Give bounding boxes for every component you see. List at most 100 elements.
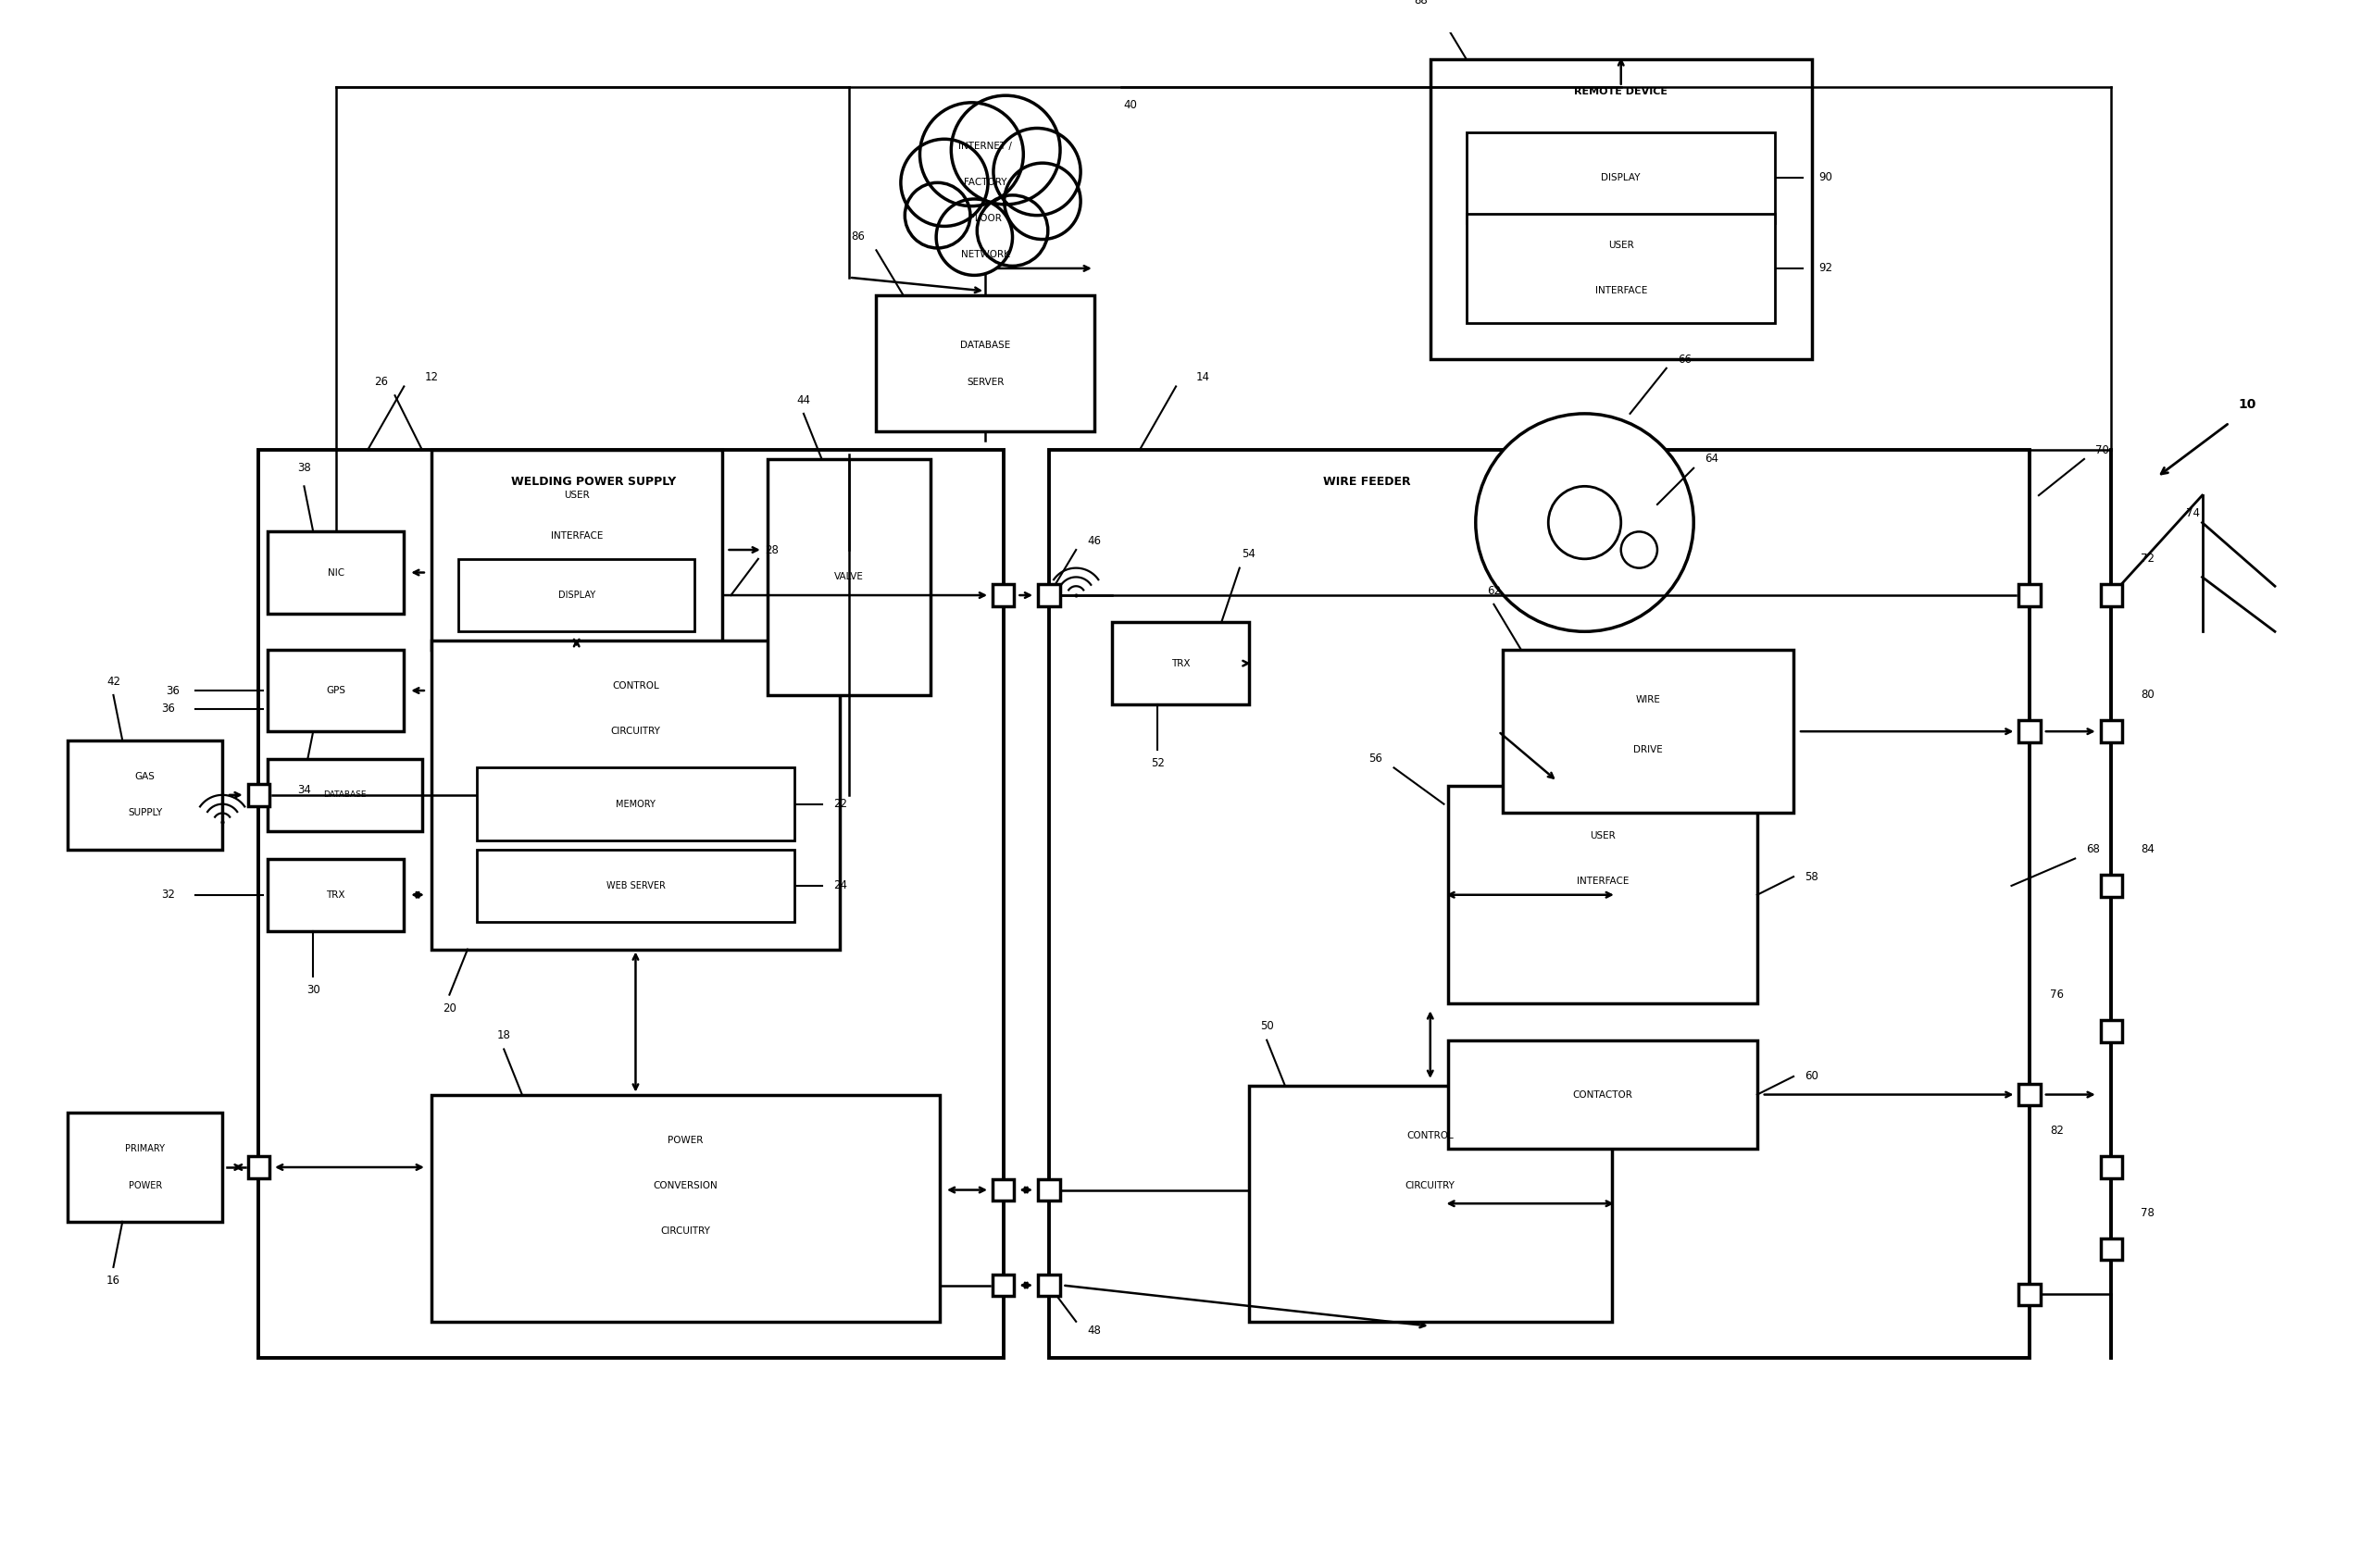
FancyBboxPatch shape [1112, 622, 1249, 704]
Text: WELDING POWER SUPPLY: WELDING POWER SUPPLY [512, 475, 675, 488]
Text: 46: 46 [1088, 535, 1100, 547]
Circle shape [1549, 486, 1622, 558]
FancyBboxPatch shape [248, 1156, 269, 1178]
Text: 90: 90 [1818, 171, 1832, 183]
Text: 34: 34 [297, 784, 312, 797]
Text: 38: 38 [297, 463, 312, 474]
FancyBboxPatch shape [992, 1179, 1015, 1201]
FancyBboxPatch shape [1431, 60, 1811, 359]
Text: 18: 18 [498, 1030, 510, 1041]
Circle shape [951, 96, 1060, 204]
Text: DATABASE: DATABASE [323, 790, 366, 800]
Text: 20: 20 [442, 1002, 456, 1014]
Text: INTERFACE: INTERFACE [1577, 877, 1629, 886]
Text: DATABASE: DATABASE [961, 340, 1011, 350]
Text: 78: 78 [2141, 1207, 2156, 1218]
Text: 24: 24 [833, 880, 848, 892]
FancyBboxPatch shape [1048, 450, 2030, 1358]
FancyBboxPatch shape [1039, 1179, 1060, 1201]
Text: 44: 44 [796, 394, 810, 406]
FancyBboxPatch shape [267, 859, 404, 931]
Text: 68: 68 [2087, 844, 2101, 856]
Text: PRIMARY: PRIMARY [125, 1145, 165, 1154]
Text: 92: 92 [1818, 262, 1832, 274]
FancyBboxPatch shape [992, 585, 1015, 607]
Text: 72: 72 [2141, 554, 2156, 564]
Text: 60: 60 [1804, 1071, 1818, 1082]
Text: NIC: NIC [328, 568, 345, 577]
Text: VALVE: VALVE [833, 572, 864, 582]
Text: CONTACTOR: CONTACTOR [1572, 1090, 1634, 1099]
FancyBboxPatch shape [432, 641, 841, 949]
Text: NETWORK: NETWORK [961, 251, 1011, 259]
Text: 36: 36 [165, 685, 179, 696]
Text: WIRE: WIRE [1636, 695, 1660, 704]
FancyBboxPatch shape [2019, 1083, 2040, 1105]
FancyBboxPatch shape [2019, 1284, 2040, 1305]
Text: CONTROL: CONTROL [1407, 1131, 1454, 1140]
Text: WIRE FEEDER: WIRE FEEDER [1322, 475, 1410, 488]
FancyBboxPatch shape [248, 784, 269, 806]
FancyBboxPatch shape [1466, 213, 1775, 323]
Text: GAS: GAS [135, 771, 156, 781]
Text: 28: 28 [765, 544, 779, 555]
Circle shape [1476, 414, 1693, 632]
Text: 16: 16 [106, 1275, 120, 1287]
FancyBboxPatch shape [992, 1275, 1015, 1297]
Circle shape [921, 102, 1022, 205]
Text: 50: 50 [1261, 1021, 1273, 1032]
Circle shape [977, 194, 1048, 267]
Text: 14: 14 [1197, 372, 1211, 383]
FancyBboxPatch shape [767, 459, 930, 695]
Text: 26: 26 [375, 376, 387, 387]
Text: 76: 76 [2049, 989, 2064, 1000]
Text: 30: 30 [307, 985, 321, 996]
FancyBboxPatch shape [68, 1113, 222, 1221]
Text: CIRCUITRY: CIRCUITRY [661, 1226, 711, 1236]
Text: 64: 64 [1705, 453, 1719, 466]
FancyBboxPatch shape [1249, 1085, 1613, 1322]
Text: 82: 82 [2049, 1124, 2064, 1137]
Text: DRIVE: DRIVE [1634, 745, 1662, 754]
Text: 86: 86 [852, 230, 864, 243]
Text: 22: 22 [833, 798, 848, 811]
Text: 12: 12 [425, 372, 439, 383]
FancyBboxPatch shape [267, 532, 404, 613]
FancyBboxPatch shape [2101, 721, 2123, 742]
FancyBboxPatch shape [1039, 1275, 1060, 1297]
FancyBboxPatch shape [267, 649, 404, 731]
Text: TRX: TRX [1171, 659, 1190, 668]
Text: 52: 52 [1150, 757, 1164, 770]
FancyBboxPatch shape [876, 296, 1093, 431]
FancyBboxPatch shape [2101, 585, 2123, 607]
Text: 58: 58 [1804, 870, 1818, 883]
FancyBboxPatch shape [458, 558, 694, 632]
Text: 62: 62 [1487, 585, 1502, 597]
Text: CIRCUITRY: CIRCUITRY [611, 728, 661, 735]
Text: 40: 40 [1124, 99, 1138, 111]
FancyBboxPatch shape [2101, 1239, 2123, 1259]
Text: CONTROL: CONTROL [611, 682, 659, 690]
Text: 80: 80 [2141, 688, 2156, 701]
FancyBboxPatch shape [1466, 132, 1775, 223]
Text: INTERFACE: INTERFACE [550, 532, 602, 541]
Text: 32: 32 [161, 889, 175, 902]
Circle shape [902, 140, 987, 226]
Text: 54: 54 [1242, 549, 1256, 560]
Text: USER: USER [1589, 831, 1615, 840]
FancyBboxPatch shape [68, 740, 222, 850]
Text: 84: 84 [2141, 844, 2156, 856]
FancyBboxPatch shape [1504, 649, 1794, 814]
Text: 66: 66 [1679, 353, 1690, 365]
Text: GPS: GPS [326, 685, 345, 695]
Text: USER: USER [1608, 241, 1634, 251]
Text: USER: USER [564, 491, 590, 500]
Text: SERVER: SERVER [966, 378, 1003, 386]
Circle shape [1622, 532, 1657, 568]
Text: INTERNET /: INTERNET / [959, 141, 1013, 151]
FancyBboxPatch shape [2101, 875, 2123, 897]
Text: CONVERSION: CONVERSION [654, 1181, 718, 1190]
Text: 36: 36 [161, 702, 175, 715]
Text: CIRCUITRY: CIRCUITRY [1405, 1181, 1454, 1190]
Text: FACTORY: FACTORY [963, 177, 1006, 187]
